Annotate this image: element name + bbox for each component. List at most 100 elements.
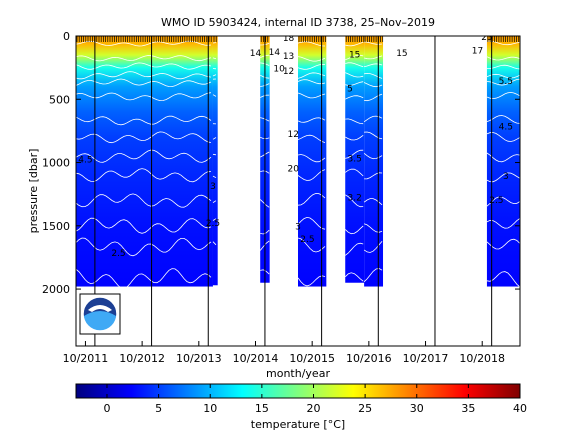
y-tick-label: 500 <box>49 93 70 106</box>
contour-line <box>297 237 326 253</box>
y-tick-label: 1000 <box>42 157 70 170</box>
x-tick-label: 10/2011 <box>63 352 109 365</box>
contour-label: 3 <box>210 182 216 192</box>
colorbar-tick-label: 10 <box>203 402 217 415</box>
contour-label: 14 <box>250 49 262 59</box>
plot-frame <box>75 35 521 347</box>
contour-label: 2.5 <box>489 196 503 206</box>
contour-line <box>486 218 520 229</box>
contour-line <box>76 55 212 62</box>
y-axis: 0 500 1000 1500 2000 <box>42 30 520 296</box>
contour-label: 12 <box>288 130 299 140</box>
x-axis-label: month/year <box>266 367 330 380</box>
x-tick-label: 10/2012 <box>119 352 165 365</box>
contour-line <box>486 115 520 124</box>
noaa-logo <box>79 293 121 335</box>
contour-line <box>345 62 364 68</box>
contour-line <box>345 118 364 125</box>
data-segment <box>345 36 365 283</box>
colorbar-tick-label: 0 <box>103 402 110 415</box>
contour-line <box>344 168 364 177</box>
contour-label: 15 <box>396 49 407 59</box>
contour-line <box>345 54 364 61</box>
colorbar-tick-label: 5 <box>155 402 162 415</box>
contour-line <box>76 149 212 163</box>
contour-line <box>212 285 217 289</box>
colorbar-tick-label: 35 <box>461 402 475 415</box>
contour-label: 3.5 <box>348 154 362 164</box>
contour-line <box>345 72 364 78</box>
data-segment <box>212 36 218 286</box>
contour-line <box>486 132 520 142</box>
contour-line <box>297 72 326 79</box>
contour-line <box>345 149 364 159</box>
contour-line <box>297 216 326 230</box>
contour-label: 4.5 <box>499 123 513 133</box>
contour-label: 17 <box>472 47 483 57</box>
contour-label: 13 <box>283 52 294 62</box>
contour-line <box>344 194 364 208</box>
contour-line <box>297 169 326 181</box>
contour-line <box>363 268 383 283</box>
contour-line <box>486 172 520 183</box>
contour-label: 2.5 <box>206 219 220 229</box>
contour-line <box>344 225 364 235</box>
contour-line <box>76 217 212 234</box>
contour-line <box>76 71 212 80</box>
contour-line <box>297 41 326 47</box>
contour-line <box>363 241 383 253</box>
contour-line <box>364 72 383 79</box>
colorbar: 0 5 10 15 20 25 30 35 40 <box>75 383 527 415</box>
x-axis: 10/2011 10/2012 10/2013 10/2014 10/2015 10/20… <box>63 341 505 365</box>
contour-line <box>212 153 217 156</box>
contour-label: 10 <box>273 64 285 74</box>
contour-label: 3.2 <box>348 193 362 203</box>
colorbar-scale <box>75 383 521 399</box>
contour-line <box>76 168 212 183</box>
x-tick-label: 10/2017 <box>403 352 449 365</box>
colorbar-label: temperature [°C] <box>251 418 345 431</box>
contour-line <box>297 275 326 287</box>
contour-line <box>212 175 217 179</box>
contour-line <box>297 79 326 85</box>
contour-label: 5.5 <box>499 77 513 87</box>
colorbar-tick-label: 30 <box>410 402 424 415</box>
contour-line <box>76 237 212 257</box>
contour-line <box>76 40 212 47</box>
y-tick-label: 1500 <box>42 220 70 233</box>
contour-line <box>345 41 364 47</box>
contour-line <box>76 131 212 144</box>
contour-line <box>297 154 326 163</box>
plot-area: 4.5 2.5 3 2.5 14 14 10 18 13 12 12 20 3 2.5 5 15 3.5 3.2 1… <box>76 36 520 346</box>
contour-line <box>363 63 383 68</box>
contour-line <box>486 91 520 100</box>
contour-line <box>486 56 520 61</box>
contour-line <box>364 131 383 140</box>
contour-line <box>212 241 217 246</box>
contour-line <box>297 117 326 123</box>
contour-line <box>212 200 217 203</box>
contour-line <box>345 134 364 141</box>
x-tick-label: 10/2014 <box>233 352 279 365</box>
contour-label: 20 <box>288 164 300 174</box>
contour-line <box>76 92 212 102</box>
y-tick-label: 2000 <box>42 283 70 296</box>
contour-line <box>76 78 212 88</box>
contour-label: 15 <box>349 51 360 61</box>
contour-line <box>364 93 383 102</box>
x-tick-label: 10/2016 <box>346 352 392 365</box>
contour-line <box>297 134 326 143</box>
contour-line <box>363 152 383 160</box>
contour-line <box>212 94 217 97</box>
contour-label: 14 <box>269 48 281 58</box>
contour-line <box>76 115 212 126</box>
contour-line <box>363 223 383 233</box>
contour-line <box>364 41 383 45</box>
contour-line <box>486 73 520 79</box>
colorbar-tick-label: 25 <box>358 402 372 415</box>
contour-label: 5 <box>347 85 353 95</box>
y-axis-label: pressure [dbar] <box>27 149 40 234</box>
contour-line <box>344 272 364 282</box>
contour-line <box>297 56 326 62</box>
